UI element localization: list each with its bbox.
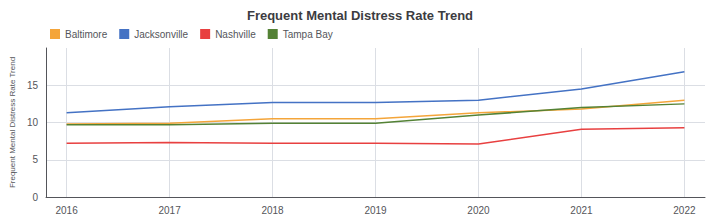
svg-text:Jacksonville: Jacksonville [134, 29, 188, 40]
svg-text:Frequent Mental Distress Rate: Frequent Mental Distress Rate Trend [8, 57, 17, 188]
svg-text:2021: 2021 [570, 205, 593, 216]
svg-text:10: 10 [27, 117, 39, 128]
svg-text:2019: 2019 [364, 205, 387, 216]
svg-text:2018: 2018 [261, 205, 284, 216]
svg-text:2017: 2017 [158, 205, 181, 216]
svg-text:15: 15 [27, 80, 39, 91]
svg-text:0: 0 [32, 192, 38, 203]
svg-text:2022: 2022 [673, 205, 696, 216]
svg-text:5: 5 [32, 154, 38, 165]
svg-text:Nashville: Nashville [215, 29, 256, 40]
svg-text:2016: 2016 [55, 205, 78, 216]
svg-text:2020: 2020 [467, 205, 490, 216]
svg-text:Frequent Mental Distress Rate: Frequent Mental Distress Rate Trend [247, 8, 473, 23]
svg-text:Tampa Bay: Tampa Bay [283, 29, 333, 40]
svg-text:Baltimore: Baltimore [65, 29, 108, 40]
